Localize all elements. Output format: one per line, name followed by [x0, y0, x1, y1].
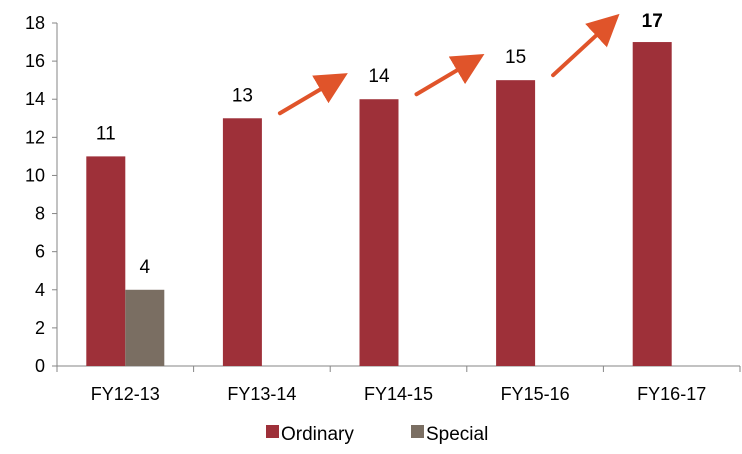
data-label: 14: [368, 66, 390, 87]
x-tick-label: FY15-16: [501, 384, 570, 404]
y-tick-label: 4: [35, 280, 45, 300]
x-tick-label: FY16-17: [637, 384, 706, 404]
y-tick-label: 16: [25, 51, 45, 71]
y-tick-label: 12: [25, 127, 45, 147]
bar-ordinary: [222, 118, 262, 367]
y-tick-label: 8: [35, 204, 45, 224]
data-label: 17: [642, 11, 663, 32]
data-label: 13: [232, 85, 253, 106]
y-tick-label: 2: [35, 318, 45, 338]
legend-label-ordinary: Ordinary: [281, 424, 354, 445]
trend-arrow: [551, 13, 620, 78]
data-label: 11: [96, 123, 116, 144]
y-tick-label: 0: [35, 356, 45, 376]
x-tick-label: FY14-15: [364, 384, 433, 404]
data-label: 15: [505, 47, 526, 68]
legend-swatch-special: [411, 425, 424, 438]
trend-arrows: [277, 13, 620, 116]
x-tick-label: FY12-13: [91, 384, 160, 404]
trend-arrow: [414, 54, 485, 97]
data-label: 4: [140, 257, 151, 278]
y-tick-label: 10: [25, 165, 45, 185]
data-labels: 11 4 13 14 15 17: [96, 11, 663, 278]
bar-ordinary: [496, 80, 536, 367]
trend-arrow: [277, 73, 348, 116]
y-tick-label: 18: [25, 13, 45, 33]
legend-swatch-ordinary: [266, 425, 279, 438]
bar-ordinary: [359, 99, 399, 366]
x-axis: FY12-13 FY13-14 FY14-15 FY15-16 FY16-17: [56, 365, 741, 404]
bar-ordinary: [86, 156, 126, 366]
y-axis: 0 2 4 6 8 10 12 14 16 18: [25, 13, 58, 376]
bar-special: [125, 289, 165, 366]
bar-ordinary: [632, 42, 672, 367]
y-tick-label: 14: [25, 89, 45, 109]
legend-label-special: Special: [426, 424, 488, 445]
legend: Ordinary Special: [266, 424, 488, 445]
x-tick-label: FY13-14: [227, 384, 296, 404]
y-tick-label: 6: [35, 242, 45, 262]
bars: [86, 42, 672, 367]
